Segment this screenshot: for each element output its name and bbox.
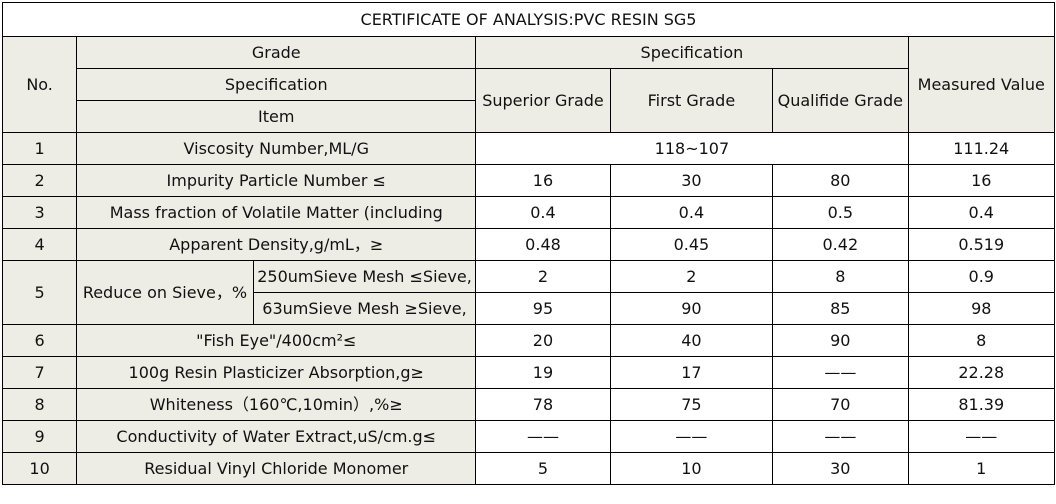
table-row: 5 Reduce on Sieve，% 250umSieve Mesh ≤Sie… — [1, 260, 1055, 325]
row-qualified: —— — [772, 356, 909, 389]
row-item: Viscosity Number,ML/G — [76, 132, 477, 165]
header-qualified-grade: Qualifide Grade — [772, 68, 909, 133]
row-item: Impurity Particle Number ≤ — [76, 164, 477, 197]
row-superior: 2 — [475, 260, 611, 293]
row-no: 9 — [1, 420, 78, 453]
row-item: Apparent Density,g/mL，≥ — [76, 228, 477, 261]
row-superior: 5 — [475, 452, 611, 485]
row-item: Mass fraction of Volatile Matter (includ… — [76, 196, 477, 229]
row-measured: 98 — [907, 292, 1055, 325]
row-first: 0.4 — [609, 196, 774, 229]
table-row: 3 Mass fraction of Volatile Matter (incl… — [1, 196, 1055, 229]
row-measured: —— — [907, 420, 1055, 453]
row-item: Residual Vinyl Chloride Monomer — [76, 452, 477, 485]
row-no: 1 — [1, 132, 78, 165]
row-first: 75 — [609, 388, 774, 421]
header-no: No. — [1, 36, 78, 133]
row-qualified: 0.42 — [772, 228, 909, 261]
row-superior: —— — [475, 420, 611, 453]
row-first: 10 — [609, 452, 774, 485]
row-qualified: 80 — [772, 164, 909, 197]
row-measured: 111.24 — [907, 132, 1055, 165]
table-row: 10 Residual Vinyl Chloride Monomer 5 10 … — [1, 452, 1055, 485]
row-measured: 1 — [907, 452, 1055, 485]
table-row: 8 Whiteness（160℃,10min）,%≥ 78 75 70 81.3… — [1, 388, 1055, 421]
row-no: 2 — [1, 164, 78, 197]
row-superior: 16 — [475, 164, 611, 197]
row-measured: 0.4 — [907, 196, 1055, 229]
row-spec-merged: 118~107 — [475, 132, 909, 165]
header-specification: Specification — [76, 68, 477, 101]
row-superior: 20 — [475, 324, 611, 357]
row-qualified: 85 — [772, 292, 909, 325]
row-item: Whiteness（160℃,10min）,%≥ — [76, 388, 477, 421]
table-title: CERTIFICATE OF ANALYSIS:PVC RESIN SG5 — [2, 2, 1055, 37]
row-sub-label: 250umSieve Mesh ≤Sieve, — [252, 260, 477, 293]
row-first: 2 — [609, 260, 774, 293]
row-qualified: —— — [772, 420, 909, 453]
row-superior: 78 — [475, 388, 611, 421]
row-item: "Fish Eye"/400cm²≤ — [76, 324, 477, 357]
row-first: 17 — [609, 356, 774, 389]
header-grade: Grade — [76, 36, 477, 69]
row-qualified: 0.5 — [772, 196, 909, 229]
row-no: 4 — [1, 228, 78, 261]
header-specification-group: Specification — [475, 36, 909, 69]
row-sub-label: 63umSieve Mesh ≥Sieve, — [252, 292, 477, 325]
row-no: 5 — [1, 260, 78, 325]
table-row: 2 Impurity Particle Number ≤ 16 30 80 16 — [1, 164, 1055, 197]
table-row: 63umSieve Mesh ≥Sieve, 95 90 85 98 — [3, 292, 1055, 325]
header-superior-grade: Superior Grade — [475, 68, 611, 133]
row-item: 100g Resin Plasticizer Absorption,g≥ — [76, 356, 477, 389]
row-no: 8 — [1, 388, 78, 421]
row-qualified: 8 — [772, 260, 909, 293]
row-first: 0.45 — [609, 228, 774, 261]
row-first: 30 — [609, 164, 774, 197]
row-measured: 0.9 — [907, 260, 1055, 293]
row-superior: 0.4 — [475, 196, 611, 229]
row-qualified: 90 — [772, 324, 909, 357]
table-row: 1 Viscosity Number,ML/G 118~107 111.24 — [1, 132, 1055, 165]
row-first: 40 — [609, 324, 774, 357]
header-first-grade: First Grade — [609, 68, 774, 133]
row-measured: 16 — [907, 164, 1055, 197]
row-first: —— — [609, 420, 774, 453]
header-measured-value: Measured Value — [907, 36, 1055, 133]
row-item: Reduce on Sieve，% — [76, 260, 254, 325]
table-row: 4 Apparent Density,g/mL，≥ 0.48 0.45 0.42… — [1, 228, 1055, 261]
row-no: 6 — [1, 324, 78, 357]
header-item: Item — [76, 100, 477, 133]
certificate-table: CERTIFICATE OF ANALYSIS:PVC RESIN SG5 No… — [1, 2, 1055, 485]
row-measured: 0.519 — [907, 228, 1055, 261]
row-superior: 95 — [475, 292, 611, 325]
row-no: 7 — [1, 356, 78, 389]
row-measured: 22.28 — [907, 356, 1055, 389]
row-measured: 81.39 — [907, 388, 1055, 421]
row-superior: 0.48 — [475, 228, 611, 261]
row-qualified: 30 — [772, 452, 909, 485]
table-row: 9 Conductivity of Water Extract,uS/cm.g≤… — [1, 420, 1055, 453]
table-row: 6 "Fish Eye"/400cm²≤ 20 40 90 8 — [1, 324, 1055, 357]
table-row: 7 100g Resin Plasticizer Absorption,g≥ 1… — [1, 356, 1055, 389]
row-superior: 19 — [475, 356, 611, 389]
row-qualified: 70 — [772, 388, 909, 421]
row-item: Conductivity of Water Extract,uS/cm.g≤ — [76, 420, 477, 453]
row-no: 10 — [1, 452, 78, 485]
row-measured: 8 — [907, 324, 1055, 357]
row-first: 90 — [609, 292, 774, 325]
row-no: 3 — [1, 196, 78, 229]
